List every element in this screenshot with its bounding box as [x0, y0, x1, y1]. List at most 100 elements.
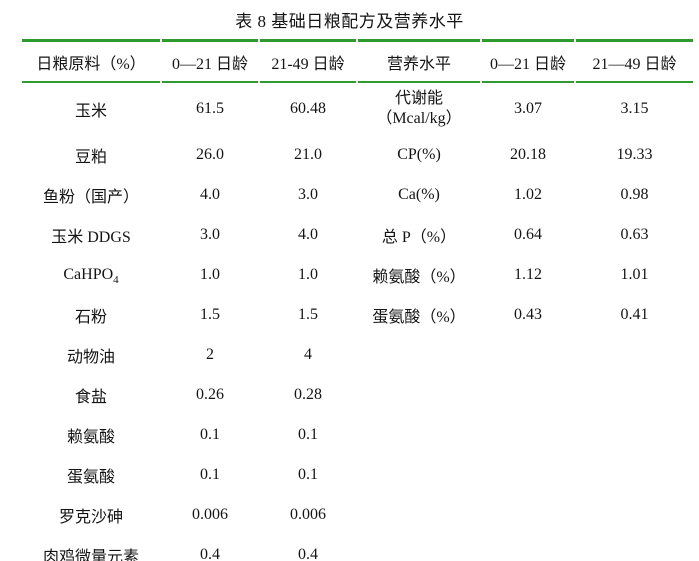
value-cell: 0.4 [162, 535, 258, 561]
table-row: CaHPO4 1.0 1.0 赖氨酸（%） 1.12 1.01 [22, 255, 693, 295]
nutrient-name [358, 335, 480, 375]
value-cell: 0.1 [200, 466, 220, 483]
nutrient-name: 代谢能 （Mcal/kg） [358, 83, 480, 135]
value-cell: 0.26 [196, 386, 224, 403]
value-cell [482, 375, 574, 415]
value-cell: 1.0 [298, 266, 318, 283]
table-row: 食盐 0.26 0.28 [22, 375, 693, 415]
value-cell [576, 495, 693, 535]
diet-formula-table: 日粮原料（%） 0—21 日龄 21-49 日龄 营养水平 0—21 日龄 21… [20, 39, 695, 561]
value-cell: 0.43 [514, 306, 542, 323]
value-cell: 0.006 [290, 506, 326, 523]
value-cell: 61.5 [196, 100, 224, 117]
value-cell: 21.0 [294, 146, 322, 163]
value-cell: 4 [304, 346, 312, 363]
header-nutrient-level: 营养水平 [358, 39, 480, 83]
value-cell: 60.48 [290, 100, 326, 117]
nutrient-name [358, 535, 480, 561]
ingredient-name: 蛋氨酸 [66, 469, 115, 486]
table-row: 石粉 1.5 1.5 蛋氨酸（%） 0.43 0.41 [22, 295, 693, 335]
table-row: 玉米 DDGS 3.0 4.0 总 P（%） 0.64 0.63 [22, 215, 693, 255]
value-cell: 0.63 [620, 226, 649, 243]
nutrient-line-2: （Mcal/kg） [376, 110, 462, 127]
table-title: 表 8 基础日粮配方及营养水平 [235, 12, 464, 31]
table-row: 豆粕 26.0 21.0 CP(%) 20.18 19.33 [22, 135, 693, 175]
table-row: 动物油 2 4 [22, 335, 693, 375]
nutrient-name: Ca(%) [398, 186, 440, 203]
value-cell: 0.1 [298, 426, 318, 443]
table-row: 蛋氨酸 0.1 0.1 [22, 455, 693, 495]
chemical-formula: CaHPO [63, 266, 114, 283]
value-cell: 3.0 [298, 186, 318, 203]
ingredient-name: 玉米 [74, 103, 107, 120]
value-cell: 2 [206, 346, 214, 363]
ingredient-name: 肉鸡微量元素 [22, 535, 160, 561]
ingredient-name: 豆粕 [74, 149, 107, 166]
nutrient-name [358, 375, 480, 415]
value-cell: 0.006 [192, 506, 228, 523]
value-cell: 3.07 [514, 100, 542, 117]
value-cell: 0.28 [294, 386, 322, 403]
value-cell [576, 455, 693, 495]
ingredient-name: 鱼粉（国产） [42, 189, 139, 206]
value-cell: 1.02 [514, 186, 542, 203]
chemical-formula-subscript: 4 [113, 274, 119, 287]
nutrient-line-1: 代谢能 [394, 90, 443, 107]
header-age-21-49: 21-49 日龄 [260, 39, 356, 83]
nutrient-name: 蛋氨酸（%） [372, 309, 466, 326]
ingredient-name: CaHPO4 [22, 255, 160, 295]
value-cell: 0.4 [260, 535, 356, 561]
value-cell: 0.41 [620, 306, 649, 323]
value-cell [576, 375, 693, 415]
value-cell: 1.01 [620, 266, 649, 283]
value-cell [482, 535, 574, 561]
value-cell [576, 335, 693, 375]
table-row: 玉米 61.5 60.48 代谢能 （Mcal/kg） 3.07 3.15 [22, 83, 693, 135]
value-cell: 1.5 [298, 306, 318, 323]
nutrient-name: CP(%) [397, 146, 441, 163]
value-cell: 4.0 [200, 186, 220, 203]
ingredient-name: 食盐 [74, 389, 107, 406]
value-cell: 4.0 [298, 226, 318, 243]
header-age-0-21-right: 0—21 日龄 [482, 39, 574, 83]
table-body: 玉米 61.5 60.48 代谢能 （Mcal/kg） 3.07 3.15 豆粕… [22, 83, 693, 561]
header-age-21-49-right: 21—49 日龄 [576, 39, 693, 83]
ingredient-name: 动物油 [66, 349, 115, 366]
value-cell: 20.18 [510, 146, 546, 163]
table-row: 鱼粉（国产） 4.0 3.0 Ca(%) 1.02 0.98 [22, 175, 693, 215]
value-cell: 3.15 [620, 100, 649, 117]
value-cell: 26.0 [196, 146, 224, 163]
header-ingredient: 日粮原料（%） [22, 39, 160, 83]
value-cell: 1.0 [200, 266, 220, 283]
value-cell [576, 415, 693, 455]
nutrient-name: 赖氨酸（%） [372, 269, 466, 286]
value-cell [482, 415, 574, 455]
value-cell: 1.5 [200, 306, 220, 323]
value-cell [482, 495, 574, 535]
ingredient-name: 玉米 DDGS [51, 229, 131, 246]
nutrient-name-lines: 代谢能 （Mcal/kg） [359, 89, 479, 129]
nutrient-name [358, 415, 480, 455]
table-row: 赖氨酸 0.1 0.1 [22, 415, 693, 455]
value-cell: 0.64 [514, 226, 542, 243]
value-cell: 1.12 [514, 266, 542, 283]
table-row: 罗克沙砷 0.006 0.006 [22, 495, 693, 535]
value-cell [576, 535, 693, 561]
nutrient-name [358, 495, 480, 535]
ingredient-name: 石粉 [74, 309, 107, 326]
value-cell: 3.0 [200, 226, 220, 243]
value-cell: 0.1 [298, 466, 318, 483]
table-row: 肉鸡微量元素 0.4 0.4 [22, 535, 693, 561]
header-age-0-21: 0—21 日龄 [162, 39, 258, 83]
value-cell [482, 455, 574, 495]
value-cell: 0.98 [620, 186, 649, 203]
table-header-row: 日粮原料（%） 0—21 日龄 21-49 日龄 营养水平 0—21 日龄 21… [22, 39, 693, 83]
ingredient-name: 罗克沙砷 [58, 509, 123, 526]
value-cell: 0.1 [200, 426, 220, 443]
ingredient-name: 赖氨酸 [66, 429, 115, 446]
nutrient-name: 总 P（%） [381, 229, 457, 246]
nutrient-name [358, 455, 480, 495]
value-cell [482, 335, 574, 375]
value-cell: 19.33 [616, 146, 653, 163]
